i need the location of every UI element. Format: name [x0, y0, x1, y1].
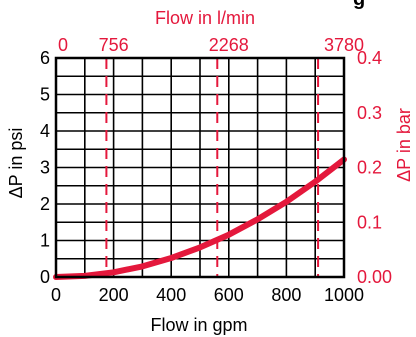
- plot-border: [54, 56, 346, 279]
- x-tick-label: 800: [271, 285, 301, 305]
- x-tick-label: 1000: [324, 285, 364, 305]
- y-left-tick-label: 3: [40, 158, 50, 178]
- y-right-tick-label: 0.00: [357, 267, 392, 287]
- plot-frame: [54, 56, 346, 279]
- x-top-tick-label: 756: [99, 35, 129, 55]
- x-top-tick-label: 2268: [209, 35, 249, 55]
- y-left-tick-label: 0: [40, 267, 50, 287]
- x-tick-label: 200: [99, 285, 129, 305]
- x-axis-label: Flow in gpm: [150, 315, 247, 335]
- y-right-tick-label: 0.2: [357, 158, 382, 178]
- y-right-tick-label: 0.1: [357, 212, 382, 232]
- top-axis-label: Flow in l/min: [155, 8, 255, 28]
- x-tick-label: 0: [51, 285, 61, 305]
- y-left-axis-label: ΔP in psi: [6, 128, 26, 199]
- x-tick-label: 400: [156, 285, 186, 305]
- y-left-tick-label: 2: [40, 194, 50, 214]
- x-top-tick-label: 3780: [324, 35, 364, 55]
- x-top-tick-label: 0: [58, 35, 68, 55]
- y-right-tick-label: 0.4: [357, 48, 382, 68]
- chart-title-fragment: g: [353, 0, 365, 10]
- y-right-tick-label: 0.3: [357, 103, 382, 123]
- grid: [56, 58, 344, 277]
- x-tick-label: 600: [214, 285, 244, 305]
- series: [53, 156, 347, 280]
- y-left-tick-label: 4: [40, 121, 50, 141]
- y-right-axis-label: ΔP in bar: [394, 108, 414, 182]
- series-line: [53, 156, 347, 280]
- y-left-tick-label: 5: [40, 85, 50, 105]
- y-left-tick-label: 6: [40, 48, 50, 68]
- y-left-tick-label: 1: [40, 231, 50, 251]
